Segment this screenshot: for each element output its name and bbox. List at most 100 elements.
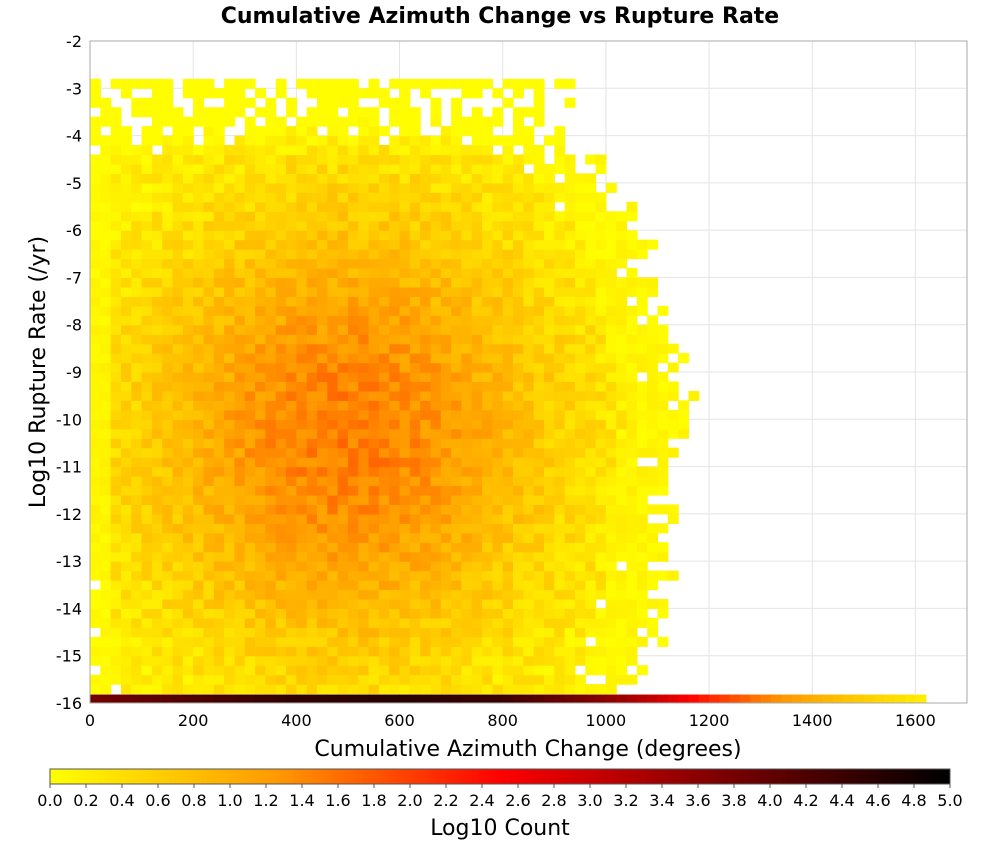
heatmap-cell	[90, 381, 101, 392]
heatmap-cell	[389, 570, 401, 581]
heatmap-cell	[574, 390, 586, 401]
heatmap-cell	[141, 589, 153, 600]
heatmap-cell	[533, 220, 545, 231]
heatmap-cell	[213, 476, 225, 487]
heatmap-cell	[90, 201, 101, 212]
heatmap-cell	[131, 438, 143, 449]
heatmap-cell	[482, 230, 493, 241]
heatmap-cell	[213, 589, 225, 600]
heatmap-cell	[451, 542, 463, 553]
heatmap-cell	[595, 684, 607, 695]
heatmap-cell	[533, 334, 545, 345]
heatmap-cell	[120, 315, 132, 326]
heatmap-cell	[306, 277, 318, 288]
heatmap-cell	[409, 286, 421, 297]
heatmap-cell	[151, 523, 163, 534]
heatmap-cell	[141, 598, 153, 610]
heatmap-cell	[347, 447, 359, 458]
heatmap-cell	[657, 504, 669, 515]
heatmap-cell	[482, 457, 493, 468]
heatmap-cell	[151, 286, 163, 297]
heatmap-cell	[409, 249, 421, 260]
heatmap-cell	[327, 551, 339, 562]
heatmap-cell	[358, 267, 370, 279]
heatmap-cell	[492, 286, 504, 297]
heatmap-cell	[182, 239, 194, 250]
heatmap-cell	[574, 580, 586, 591]
heatmap-cell	[605, 523, 617, 534]
heatmap-cell	[100, 97, 112, 108]
heatmap-cell	[409, 580, 421, 591]
heatmap-cell	[420, 230, 432, 241]
heatmap-cell	[141, 665, 153, 676]
heatmap-cell	[399, 494, 411, 505]
heatmap-cell	[492, 617, 504, 628]
heatmap-cell	[502, 428, 514, 439]
heatmap-cell	[389, 400, 401, 411]
heatmap-cell	[647, 239, 659, 250]
heatmap-cell	[461, 447, 473, 458]
heatmap-cell	[265, 201, 277, 212]
heatmap-cell	[286, 135, 297, 146]
heatmap-cell	[451, 192, 463, 203]
heatmap-cell	[626, 485, 638, 496]
heatmap-cell	[162, 400, 174, 411]
heatmap-cell	[605, 655, 617, 666]
heatmap-cell	[265, 646, 277, 657]
heatmap-cell	[141, 315, 153, 326]
heatmap-cell	[461, 116, 473, 127]
heatmap-cell	[193, 428, 205, 439]
heatmap-cell	[564, 409, 576, 420]
heatmap-cell	[234, 173, 246, 184]
heatmap-cell	[275, 381, 287, 392]
heatmap-cell	[616, 513, 628, 524]
heatmap-cell	[327, 258, 339, 269]
heatmap-cell	[358, 390, 370, 401]
heatmap-cell	[636, 636, 648, 647]
heatmap-cell-bottom	[884, 694, 896, 703]
heatmap-cell	[162, 249, 174, 260]
colorbar-tick-label: 5.0	[937, 791, 962, 810]
heatmap-cell	[286, 542, 297, 553]
heatmap-cell	[120, 182, 132, 193]
heatmap-cell	[574, 466, 586, 477]
heatmap-cell	[327, 428, 339, 439]
heatmap-cell	[120, 589, 132, 600]
heatmap-cell	[286, 296, 297, 307]
heatmap-cell	[100, 419, 112, 430]
heatmap-cell	[131, 523, 143, 534]
heatmap-cell	[182, 665, 194, 676]
heatmap-cell	[120, 334, 132, 345]
heatmap-cell	[647, 390, 659, 401]
heatmap-cell	[110, 466, 122, 477]
heatmap-cell	[316, 173, 328, 184]
heatmap-cell	[564, 182, 576, 193]
heatmap-cell	[378, 286, 390, 297]
heatmap-cell	[234, 220, 246, 231]
heatmap-cell	[585, 173, 597, 184]
heatmap-cell	[327, 589, 339, 600]
heatmap-cell	[306, 636, 318, 647]
heatmap-cell	[203, 438, 215, 449]
heatmap-cell	[482, 154, 493, 165]
heatmap-cell	[543, 438, 555, 449]
heatmap-cell	[409, 419, 421, 430]
heatmap-cell	[316, 390, 328, 401]
heatmap-cell	[647, 532, 659, 543]
heatmap-cell	[574, 286, 586, 297]
heatmap-cell	[389, 608, 401, 619]
heatmap-cell	[389, 580, 401, 591]
heatmap-cell	[347, 78, 359, 89]
heatmap-cell	[213, 372, 225, 383]
heatmap-cell	[554, 419, 566, 430]
heatmap-cell	[255, 561, 266, 572]
heatmap-cell	[141, 636, 153, 647]
heatmap-cell	[409, 494, 421, 505]
heatmap-cell	[110, 636, 122, 647]
heatmap-cell	[657, 485, 669, 496]
heatmap-cell	[389, 97, 401, 108]
heatmap-cell	[657, 324, 669, 335]
heatmap-cell	[543, 494, 555, 505]
heatmap-cell	[275, 400, 287, 411]
heatmap-cell	[213, 230, 225, 241]
